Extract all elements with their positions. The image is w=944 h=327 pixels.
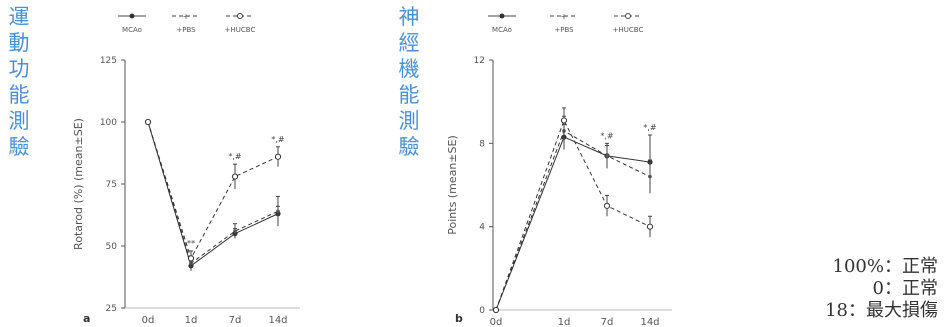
- y-tick-label-0: 0: [479, 306, 485, 316]
- points-chart: 0 4 8 12 0d 1d 7d 14d Points (mean±SE) b MCAo + +PBS…: [446, 12, 672, 327]
- legend-label: +PBS: [554, 26, 574, 34]
- y-tick-label-50: 50: [106, 242, 118, 252]
- significance-label-14d: *,#: [271, 135, 285, 144]
- data-point: [233, 229, 237, 233]
- scale-note-normal-zero: 0：正常: [872, 278, 938, 299]
- legend-entry-hucbc: +HUCBC: [613, 13, 644, 34]
- series-line: [147, 121, 279, 267]
- panel-label: b: [455, 312, 463, 325]
- series-mcao: [145, 119, 281, 271]
- x-tick-label-7d: 7d: [601, 317, 614, 327]
- series-line: [495, 130, 651, 311]
- series-hucbc: [492, 107, 654, 314]
- legend-label: +HUCBC: [225, 26, 256, 34]
- significance-label-14d: *,#: [643, 123, 657, 132]
- data-point: [605, 154, 609, 158]
- scale-notes: 100%：正常 0：正常 18：最大損傷: [825, 256, 938, 322]
- series-pbs: [146, 120, 280, 271]
- x-tick-label-1d: 1d: [185, 315, 198, 326]
- legend-label: MCAo: [122, 26, 142, 34]
- chart-b-title: 神經機能測驗: [398, 5, 420, 159]
- legend-entry-mcao: MCAo: [118, 13, 146, 34]
- series-mcao: [493, 124, 653, 313]
- data-point: [276, 209, 280, 214]
- y-tick-label-75: 75: [106, 180, 117, 190]
- legend-marker: +: [183, 12, 190, 21]
- legend-entry-pbs: + +PBS: [172, 12, 200, 34]
- y-tick-label-125: 125: [100, 56, 117, 66]
- data-point: [603, 202, 611, 209]
- y-axis-label: Rotarod (%) (mean±SE): [72, 118, 85, 250]
- y-tick-label-4: 4: [479, 223, 485, 233]
- legend-marker: [499, 13, 505, 19]
- legend-entry-hucbc: +HUCBC: [225, 13, 256, 34]
- legend-marker: [129, 13, 135, 19]
- significance-label-1d: **: [187, 239, 195, 248]
- series-line: [495, 119, 651, 311]
- x-tick-label-0d: 0d: [490, 317, 503, 327]
- legend-label: MCAo: [492, 26, 512, 34]
- data-point: [560, 117, 568, 124]
- x-tick-label-0d: 0d: [142, 315, 155, 326]
- significance-label-7d: *,#: [600, 131, 614, 140]
- data-point: [274, 153, 282, 160]
- legend-entry-pbs: + +PBS: [550, 12, 578, 34]
- y-tick-label-8: 8: [479, 139, 485, 149]
- legend-label: +PBS: [176, 26, 196, 34]
- x-tick-label-14d: 14d: [640, 317, 659, 327]
- data-point: [646, 223, 654, 230]
- series-line: [147, 121, 279, 265]
- chart-a-title: 運動功能測驗: [8, 5, 30, 159]
- x-tick-label-1d: 1d: [558, 317, 571, 327]
- data-point: [231, 173, 239, 180]
- data-point: [492, 306, 500, 314]
- scale-note-normal-percent: 100%：正常: [832, 256, 938, 277]
- legend-marker: [237, 13, 243, 19]
- x-tick-label-7d: 7d: [229, 315, 242, 326]
- y-tick-label-25: 25: [106, 304, 117, 314]
- data-point: [144, 118, 152, 126]
- legend-marker: [625, 13, 631, 19]
- data-point: [648, 174, 652, 179]
- legend-label: +HUCBC: [613, 26, 644, 34]
- series-line: [147, 121, 279, 260]
- scale-note-max-damage: 18：最大損傷: [825, 300, 938, 321]
- series-hucbc: [144, 118, 282, 266]
- y-axis-label: Points (mean±SE): [446, 135, 459, 234]
- legend-entry-mcao: MCAo: [488, 13, 516, 34]
- significance-label-7d: *,#: [228, 152, 242, 161]
- series-line: [495, 136, 651, 311]
- y-tick-label-12: 12: [474, 56, 485, 66]
- x-tick-label-14d: 14d: [268, 315, 287, 326]
- series-pbs: [494, 115, 652, 312]
- y-tick-label-100: 100: [100, 118, 117, 128]
- legend-marker: +: [561, 12, 568, 21]
- panel-label: a: [83, 312, 90, 325]
- data-point: [187, 255, 195, 262]
- rotarod-chart: 25 50 75 100 125 0d 1d 7d 14d Rotarod (%) (mean±S…: [72, 12, 300, 326]
